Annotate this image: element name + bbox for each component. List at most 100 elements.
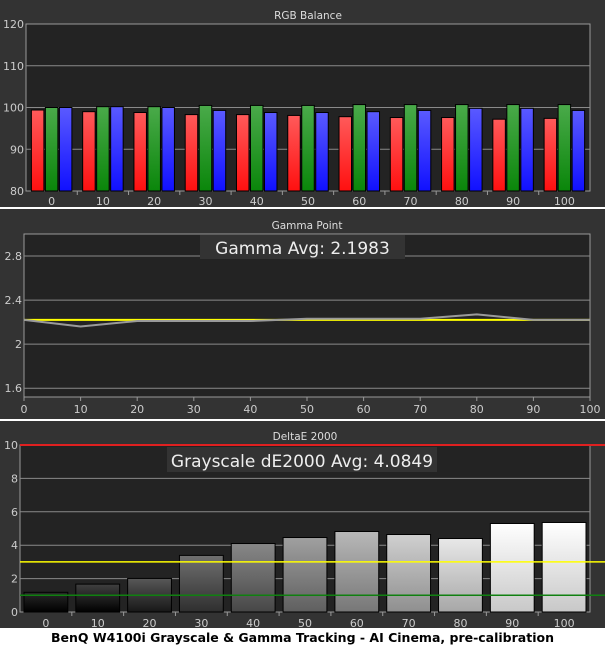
blue-bar-70: [417, 109, 432, 192]
y-tick-label: 0: [11, 606, 18, 619]
red-bar-70: [389, 117, 404, 192]
deltae-bar-30: [178, 554, 224, 613]
green-bar-80: [455, 104, 469, 192]
green-bar-10: [96, 106, 110, 192]
y-tick-label: 6: [11, 506, 18, 519]
blue-bar-80: [469, 107, 483, 192]
green-bar-0: [44, 107, 59, 192]
deltae-bar-90: [489, 522, 535, 613]
gamma-point-90: [532, 319, 534, 321]
chart-title: Gamma Point: [272, 220, 343, 232]
y-tick-label: 4: [11, 539, 18, 552]
red-bar-50: [287, 114, 301, 192]
x-tick-label: 10: [96, 195, 110, 208]
y-tick-label: 100: [3, 102, 24, 115]
x-tick-label: 20: [130, 403, 144, 416]
green-bar-100: [557, 104, 572, 192]
blue-bar-50: [315, 112, 329, 192]
gamma-point-100: [589, 319, 591, 321]
y-tick-label: 10: [4, 439, 18, 452]
x-tick-label: 0: [48, 195, 55, 208]
deltae-bar-50: [282, 537, 328, 613]
y-tick-label: 120: [3, 18, 24, 31]
figure-caption: BenQ W4100i Grayscale & Gamma Tracking -…: [51, 630, 554, 645]
blue-bar-100: [571, 109, 586, 192]
rgb-balance-chart: RGB Balance 80 90 100 110 120 0 10 20 30 40 50 60 70 8…: [3, 10, 591, 208]
x-tick-label: 90: [505, 617, 519, 630]
x-tick-label: 30: [198, 195, 212, 208]
y-tick-label: 90: [10, 143, 24, 156]
deltae-bar-80: [438, 538, 483, 613]
red-bar-0: [30, 109, 45, 192]
x-tick-label: 70: [413, 403, 427, 416]
y-tick-label: 110: [3, 60, 24, 73]
red-bar-30: [184, 114, 199, 192]
x-tick-label: 40: [246, 617, 260, 630]
chart-title: DeltaE 2000: [273, 431, 338, 443]
gamma-point-30: [193, 320, 195, 322]
x-tick-label: 20: [147, 195, 161, 208]
blue-bar-60: [366, 111, 381, 192]
green-bar-70: [403, 104, 418, 192]
gamma-point-40: [249, 320, 251, 322]
red-bar-40: [235, 114, 250, 192]
x-tick-label: 80: [453, 617, 467, 630]
y-tick-label: 2.4: [5, 294, 23, 307]
deltae-bar-40: [230, 543, 276, 613]
x-tick-label: 50: [298, 617, 312, 630]
deltae-bar-70: [386, 534, 432, 613]
red-bar-80: [441, 117, 455, 192]
red-bar-90: [492, 118, 506, 192]
green-bar-90: [506, 104, 520, 192]
x-tick-label: 10: [91, 617, 105, 630]
deltae-bar-100: [541, 521, 587, 613]
x-tick-label: 50: [301, 195, 315, 208]
x-tick-label: 90: [506, 195, 520, 208]
green-bar-50: [301, 104, 315, 192]
x-tick-label: 50: [300, 403, 314, 416]
x-tick-label: 80: [470, 403, 484, 416]
y-tick-label: 2: [11, 573, 18, 586]
x-tick-label: 60: [357, 403, 371, 416]
green-bar-20: [147, 106, 161, 192]
y-tick-label: 2: [15, 338, 22, 351]
x-tick-label: 20: [143, 617, 157, 630]
red-bar-60: [338, 116, 353, 192]
y-tick-label: 1.6: [5, 382, 23, 395]
x-tick-label: 100: [580, 403, 601, 416]
x-tick-label: 0: [21, 403, 28, 416]
deltae-bar-0: [23, 591, 69, 613]
y-tick-label: 2.8: [5, 250, 23, 263]
red-bar-10: [82, 111, 96, 192]
x-tick-label: 10: [74, 403, 88, 416]
green-bar-60: [352, 104, 367, 192]
gamma-point-80: [476, 313, 478, 315]
x-tick-label: 40: [250, 195, 264, 208]
x-tick-label: 90: [526, 403, 540, 416]
x-tick-label: 0: [42, 617, 49, 630]
x-tick-label: 60: [352, 195, 366, 208]
red-bar-100: [543, 117, 558, 192]
gamma-chart: Gamma Point 1.6 2 2.4 2.8 0 10 20 30 40 50 60 70 80 90…: [5, 220, 601, 416]
deltae-bar-10: [75, 583, 121, 613]
gamma-point-10: [80, 326, 82, 328]
annotation-text: Grayscale dE2000 Avg: 4.0849: [171, 452, 433, 472]
blue-bar-0: [58, 107, 73, 192]
deltae-bar-60: [334, 531, 380, 613]
gamma-point-70: [419, 318, 421, 320]
x-tick-label: 100: [554, 617, 575, 630]
x-tick-label: 60: [350, 617, 364, 630]
x-tick-label: 70: [404, 195, 418, 208]
gamma-point-50: [306, 318, 308, 320]
red-bar-20: [133, 112, 147, 192]
blue-bar-10: [110, 106, 124, 192]
green-bar-40: [249, 104, 264, 192]
annotation-box: [167, 447, 437, 472]
blue-bar-90: [520, 107, 534, 192]
x-tick-label: 30: [187, 403, 201, 416]
gamma-point-0: [23, 319, 25, 321]
gamma-point-20: [136, 320, 138, 322]
y-tick-label: 80: [10, 185, 24, 198]
x-tick-label: 70: [402, 617, 416, 630]
